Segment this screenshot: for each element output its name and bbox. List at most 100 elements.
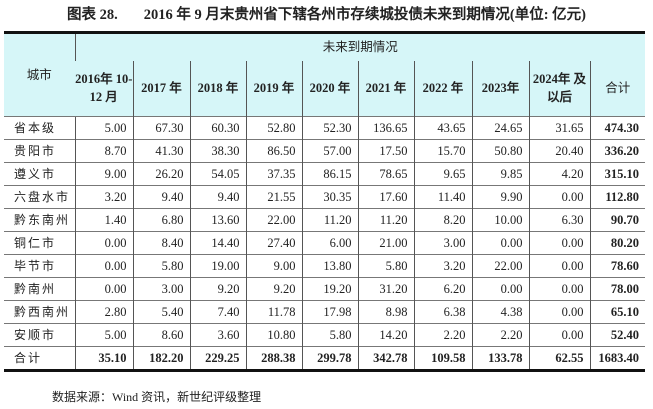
value-cell: 17.50 [357, 139, 414, 163]
value-cell: 86.50 [245, 139, 302, 163]
value-cell: 9.40 [189, 185, 246, 209]
table-row: 毕节市 0.00 5.80 19.00 9.00 13.80 5.80 3.20 22.00 0.… [4, 254, 646, 278]
value-cell: 67.30 [132, 116, 190, 140]
value-cell: 5.80 [357, 254, 414, 278]
city-cell: 六盘水市 [4, 185, 75, 209]
value-cell: 9.40 [132, 185, 190, 209]
value-cell: 0.00 [528, 185, 590, 209]
table-row: 黔东南州 1.40 6.80 13.60 22.00 11.20 11.20 8.20 10.0… [4, 208, 646, 232]
value-cell: 9.85 [471, 162, 529, 186]
value-cell: 133.78 [471, 346, 529, 371]
value-cell: 54.05 [189, 162, 246, 186]
city-cell: 省本级 [4, 116, 75, 140]
value-cell: 30.35 [301, 185, 358, 209]
value-cell: 21.00 [357, 231, 414, 255]
city-cell: 黔东南州 [4, 208, 75, 232]
value-cell: 6.20 [413, 277, 472, 301]
table-row: 黔南州 0.00 3.00 9.20 9.20 19.20 31.20 6.20 0.00 0.0… [4, 277, 646, 301]
value-cell: 8.20 [413, 208, 472, 232]
city-cell: 遵义市 [4, 162, 75, 186]
city-cell: 合计 [4, 346, 75, 371]
value-cell: 3.20 [413, 254, 472, 278]
table-row: 贵阳市 8.70 41.30 38.30 86.50 57.00 17.50 15.70 50.… [4, 139, 646, 163]
value-cell: 11.20 [301, 208, 358, 232]
figure-title-text: 2016 年 9 月末贵州省下辖各州市存续城投债未来到期情况(单位: 亿元) [143, 7, 586, 23]
city-cell: 毕节市 [4, 254, 75, 278]
figure-label: 图表 28. [67, 7, 118, 23]
value-cell: 31.20 [357, 277, 414, 301]
row-total-cell: 78.00 [589, 277, 646, 301]
value-cell: 41.30 [132, 139, 190, 163]
value-cell: 3.20 [74, 185, 133, 209]
value-cell: 0.00 [528, 300, 590, 324]
value-cell: 0.00 [528, 254, 590, 278]
row-total-cell: 90.70 [589, 208, 646, 232]
value-cell: 2.80 [74, 300, 133, 324]
value-cell: 14.20 [357, 323, 414, 347]
value-cell: 52.30 [301, 116, 358, 140]
column-header: 2019 年 [245, 60, 302, 117]
value-cell: 20.40 [528, 139, 590, 163]
column-header: 2016年 10-12 月 [75, 60, 133, 117]
value-cell: 2.20 [413, 323, 472, 347]
value-cell: 9.20 [189, 277, 246, 301]
value-cell: 1.40 [74, 208, 133, 232]
value-cell: 22.00 [245, 208, 302, 232]
column-header: 2018 年 [189, 60, 246, 117]
value-cell: 35.10 [74, 346, 133, 371]
value-cell: 5.40 [132, 300, 190, 324]
value-cell: 10.80 [245, 323, 302, 347]
value-cell: 37.35 [245, 162, 302, 186]
value-cell: 0.00 [74, 231, 133, 255]
value-cell: 31.65 [528, 116, 590, 140]
figure-title: 图表 28. 2016 年 9 月末贵州省下辖各州市存续城投债未来到期情况(单位:… [0, 6, 653, 24]
value-cell: 78.65 [357, 162, 414, 186]
value-cell: 11.20 [357, 208, 414, 232]
column-header: 2022 年 [413, 60, 472, 117]
value-cell: 342.78 [357, 346, 414, 371]
value-cell: 38.30 [189, 139, 246, 163]
value-cell: 27.40 [245, 231, 302, 255]
column-header: 2017 年 [132, 60, 190, 117]
value-cell: 26.20 [132, 162, 190, 186]
value-cell: 8.98 [357, 300, 414, 324]
value-cell: 6.80 [132, 208, 190, 232]
row-total-cell: 336.20 [589, 139, 646, 163]
value-cell: 86.15 [301, 162, 358, 186]
row-total-cell: 474.30 [589, 116, 646, 140]
row-total-cell: 1683.40 [589, 346, 646, 371]
value-cell: 24.65 [471, 116, 529, 140]
value-cell: 3.00 [413, 231, 472, 255]
value-cell: 5.00 [74, 323, 133, 347]
row-total-cell: 65.10 [589, 300, 646, 324]
column-header: 2024年 及以后 [528, 60, 590, 117]
value-cell: 3.60 [189, 323, 246, 347]
value-cell: 62.55 [528, 346, 590, 371]
value-cell: 229.25 [189, 346, 246, 371]
value-cell: 4.20 [528, 162, 590, 186]
value-cell: 0.00 [74, 254, 133, 278]
table-row: 安顺市 5.00 8.60 3.60 10.80 5.80 14.20 2.20 2.20 0.0… [4, 323, 646, 347]
table-row: 省本级 5.00 67.30 60.30 52.80 52.30 136.65 43.65 24… [4, 116, 646, 140]
header-group: 未来到期情况 [74, 32, 646, 61]
value-cell: 109.58 [413, 346, 472, 371]
value-cell: 17.60 [357, 185, 414, 209]
value-cell: 9.90 [471, 185, 529, 209]
value-cell: 0.00 [528, 323, 590, 347]
row-total-cell: 112.80 [589, 185, 646, 209]
value-cell: 19.00 [189, 254, 246, 278]
column-header: 2020 年 [301, 60, 358, 117]
city-cell: 铜仁市 [4, 231, 75, 255]
city-cell: 黔南州 [4, 277, 75, 301]
value-cell: 21.55 [245, 185, 302, 209]
value-cell: 299.78 [301, 346, 358, 371]
value-cell: 182.20 [132, 346, 190, 371]
value-cell: 5.80 [132, 254, 190, 278]
value-cell: 9.00 [74, 162, 133, 186]
value-cell: 8.60 [132, 323, 190, 347]
row-total-cell: 78.60 [589, 254, 646, 278]
column-header: 2023年 [471, 60, 529, 117]
value-cell: 50.80 [471, 139, 529, 163]
value-cell: 43.65 [413, 116, 472, 140]
value-cell: 60.30 [189, 116, 246, 140]
